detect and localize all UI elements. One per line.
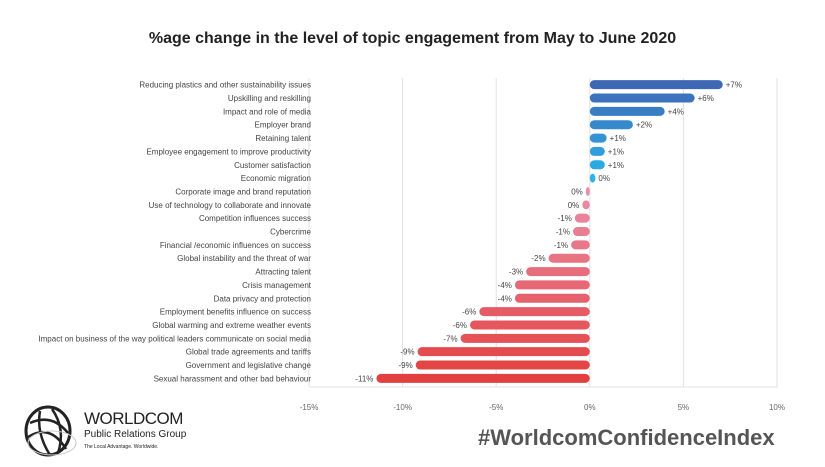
x-tick-label: 10% <box>769 403 785 412</box>
data-label: -9% <box>398 361 412 370</box>
bar <box>589 173 596 183</box>
category-label: Customer satisfaction <box>234 161 311 170</box>
data-label: -2% <box>531 254 545 263</box>
bar <box>589 80 723 90</box>
category-label: Crisis management <box>242 281 312 290</box>
globe-icon <box>24 405 77 457</box>
category-label: Employment benefits influence on success <box>160 308 311 317</box>
bar <box>514 293 590 303</box>
category-label: Global instability and the threat of war <box>177 254 311 263</box>
category-label: Employee engagement to improve productiv… <box>146 147 311 156</box>
category-label: Government and legislative change <box>186 361 312 370</box>
data-label: -1% <box>558 214 572 223</box>
category-label: Corporate image and brand reputation <box>175 187 311 196</box>
x-tick-label: 0% <box>584 403 596 412</box>
logo-sub: Public Relations Group <box>84 429 187 440</box>
bar <box>574 213 590 223</box>
category-label: Upskilling and reskilling <box>228 94 311 103</box>
bar <box>460 333 590 343</box>
category-label: Economic migration <box>241 174 311 183</box>
category-label: Attracting talent <box>255 268 311 277</box>
x-tick-label: -5% <box>489 403 503 412</box>
category-label: Cybercrime <box>270 228 311 237</box>
x-tick-label: 5% <box>678 403 690 412</box>
data-label: 0% <box>598 174 610 183</box>
bar <box>572 227 590 237</box>
logo-name: WORLDCOM <box>84 409 183 428</box>
data-label: +2% <box>636 121 652 130</box>
data-label: -11% <box>355 374 373 383</box>
data-label: -4% <box>498 281 512 290</box>
bar <box>376 373 590 383</box>
data-label: 0% <box>568 201 580 210</box>
category-label: Financial /economic influences on succes… <box>160 241 311 250</box>
bar <box>589 146 605 156</box>
category-label: Impact and role of media <box>223 107 312 116</box>
category-label: Reducing plastics and other sustainabili… <box>139 81 311 90</box>
category-label: Competition influences success <box>199 214 311 223</box>
data-label: +1% <box>608 147 624 156</box>
logo-tagline: The Local Advantage. Worldwide. <box>84 444 159 450</box>
data-label: -3% <box>509 268 523 277</box>
bar <box>479 307 590 317</box>
data-label: -1% <box>554 241 568 250</box>
data-label: -7% <box>443 334 457 343</box>
category-label: Data privacy and protection <box>214 294 311 303</box>
bar <box>514 280 590 290</box>
bar <box>589 93 695 103</box>
category-label: Employer brand <box>255 121 311 130</box>
bar <box>589 120 633 130</box>
x-tick-label: -10% <box>393 403 412 412</box>
data-label: -6% <box>462 308 476 317</box>
category-label: Retaining talent <box>255 134 311 143</box>
category-label: Use of technology to collaborate and inn… <box>149 201 312 210</box>
bar <box>582 200 590 210</box>
bar <box>548 253 590 263</box>
data-label: -6% <box>453 321 467 330</box>
bar <box>589 133 607 143</box>
bar <box>526 267 590 277</box>
data-label: -1% <box>556 228 570 237</box>
bar <box>415 360 590 370</box>
data-label: 0% <box>571 187 583 196</box>
chart-title: %age change in the level of topic engage… <box>148 30 677 47</box>
bar <box>585 186 590 196</box>
data-label: +1% <box>610 134 626 143</box>
category-label: Global trade agreements and tariffs <box>186 348 311 357</box>
data-label: -4% <box>498 294 512 303</box>
data-label: +4% <box>668 107 684 116</box>
hashtag: #WorldcomConfidenceIndex <box>478 425 775 450</box>
bar <box>589 106 665 116</box>
data-label: -9% <box>400 348 414 357</box>
bar <box>417 347 590 357</box>
data-label: +7% <box>726 81 742 90</box>
category-label: Impact on business of the way political … <box>38 334 311 343</box>
x-tick-label: -15% <box>300 403 319 412</box>
bar <box>589 160 605 170</box>
data-label: +6% <box>698 94 714 103</box>
worldcom-logo: WORLDCOM Public Relations Group The Loca… <box>22 403 222 458</box>
category-label: Global warming and extreme weather event… <box>152 321 311 330</box>
bar <box>469 320 590 330</box>
bar <box>571 240 590 250</box>
category-label: Sexual harassment and other bad behaviou… <box>154 374 312 383</box>
data-label: +1% <box>608 161 624 170</box>
